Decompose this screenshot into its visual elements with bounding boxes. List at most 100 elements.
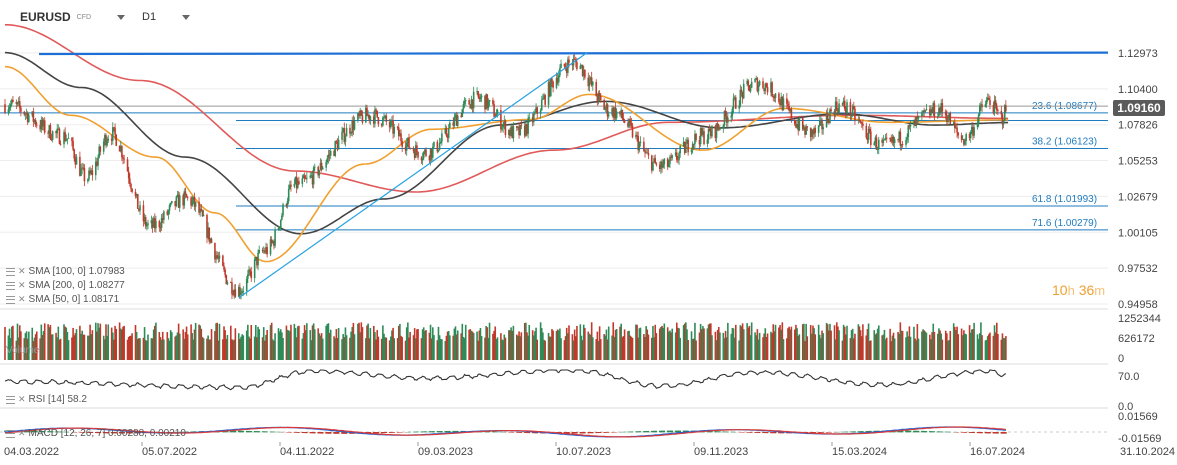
macd-histogram-bar [526, 432, 528, 434]
remove-icon[interactable]: ✕ [18, 394, 26, 404]
macd-histogram-bar [191, 431, 194, 433]
volume-bar [881, 335, 883, 360]
volume-bar [176, 332, 179, 360]
legend-settings-icon[interactable] [6, 395, 15, 404]
volume-bar [730, 333, 733, 360]
candle-body [248, 269, 250, 275]
timeframe-dropdown-icon[interactable] [182, 14, 191, 20]
volume-bar [560, 338, 562, 360]
legend-volume[interactable]: Volume [6, 345, 39, 356]
candle-body [528, 117, 531, 119]
candle-body [269, 239, 272, 255]
macd-histogram-bar [64, 431, 66, 433]
remove-icon[interactable]: ✕ [18, 294, 26, 304]
candle-body [981, 104, 983, 108]
macd-histogram-bar [253, 431, 256, 433]
legend-sma50[interactable]: ✕ SMA [50, 0] 1.08171 [6, 294, 119, 305]
candle-body [543, 95, 545, 99]
candle-body [121, 146, 123, 158]
volume-bar [557, 330, 560, 360]
remove-icon[interactable]: ✕ [18, 428, 26, 438]
macd-histogram-bar [778, 432, 780, 434]
candle-body [865, 125, 868, 138]
candle-body [326, 158, 329, 163]
candle-body [425, 149, 427, 157]
volume-bar [441, 339, 443, 360]
candle-body [217, 257, 220, 259]
legend-settings-icon[interactable] [6, 281, 15, 290]
volume-bar [234, 328, 237, 360]
volume-bar [409, 331, 411, 360]
macd-histogram-bar [758, 432, 761, 433]
volume-bar [266, 329, 268, 360]
volume-bar [477, 340, 480, 360]
candle-body [892, 137, 895, 143]
legend-settings-icon[interactable] [6, 267, 15, 276]
symbol-dropdown-icon[interactable] [117, 14, 126, 20]
macd-histogram-bar [976, 432, 979, 434]
candle-body [790, 108, 793, 120]
volume-bar [539, 322, 542, 360]
legend-rsi[interactable]: ✕ RSI [14] 58.2 [6, 394, 87, 405]
candle-body [216, 255, 219, 258]
macd-histogram-bar [590, 432, 593, 434]
volume-bar [968, 325, 971, 360]
volume-bar [940, 333, 942, 360]
macd-histogram-bar [939, 431, 941, 433]
volume-bar [885, 337, 888, 360]
legend-settings-icon[interactable] [6, 429, 15, 438]
symbol-label[interactable]: EURUSD [20, 10, 71, 24]
macd-histogram-bar [931, 431, 933, 433]
candle-body [957, 132, 960, 136]
rsi-line [4, 369, 1007, 391]
candle-body [190, 197, 192, 206]
volume-bar [563, 340, 566, 360]
volume-bar [99, 323, 102, 360]
volume-bar [369, 327, 372, 360]
legend-sma100[interactable]: ✕ SMA [100, 0] 1.07983 [6, 266, 125, 277]
legend-sma200[interactable]: ✕ SMA [200, 0] 1.08277 [6, 280, 125, 291]
macd-tick-label: -0.01569 [1118, 433, 1161, 445]
candle-body [977, 114, 980, 123]
remove-icon[interactable]: ✕ [18, 280, 26, 290]
candle-body [279, 219, 282, 228]
candle-body [94, 161, 97, 176]
candle-body [343, 128, 346, 142]
macd-histogram-bar [629, 431, 632, 433]
macd-histogram-bar [908, 430, 911, 433]
macd-histogram-bar [325, 432, 327, 434]
volume-bar [123, 325, 125, 360]
volume-bar [479, 328, 482, 360]
candle-body [351, 120, 354, 134]
macd-histogram-bar [31, 430, 34, 433]
volume-bar [432, 327, 434, 360]
candle-body [646, 152, 649, 154]
macd-histogram-bar [531, 432, 534, 434]
candle-body [129, 178, 131, 184]
volume-bar [803, 323, 805, 360]
macd-histogram-bar [860, 431, 863, 433]
volume-bar [163, 339, 165, 360]
volume-bar [396, 338, 399, 360]
macd-histogram-bar [121, 432, 123, 434]
timeframe-label[interactable]: D1 [142, 11, 157, 23]
candle-body [105, 135, 107, 146]
volume-bar [382, 325, 384, 360]
candle-body [215, 255, 217, 260]
candle-body [114, 127, 116, 135]
legend-macd[interactable]: ✕ MACD [12, 26, 7] 0.00288, 0.00210 [6, 428, 186, 439]
volume-bar [88, 335, 90, 360]
volume-bar [930, 339, 932, 360]
macd-histogram-bar [564, 432, 567, 434]
volume-bar [766, 333, 769, 360]
candle-body [233, 289, 236, 295]
candle-body [631, 125, 634, 138]
timeframe-selector[interactable]: D1 [142, 8, 191, 26]
macd-histogram-bar [248, 430, 250, 433]
candle-body [843, 100, 846, 109]
volume-bar [169, 330, 172, 360]
volume-bar [572, 340, 575, 360]
remove-icon[interactable]: ✕ [18, 266, 26, 276]
legend-settings-icon[interactable] [6, 295, 15, 304]
